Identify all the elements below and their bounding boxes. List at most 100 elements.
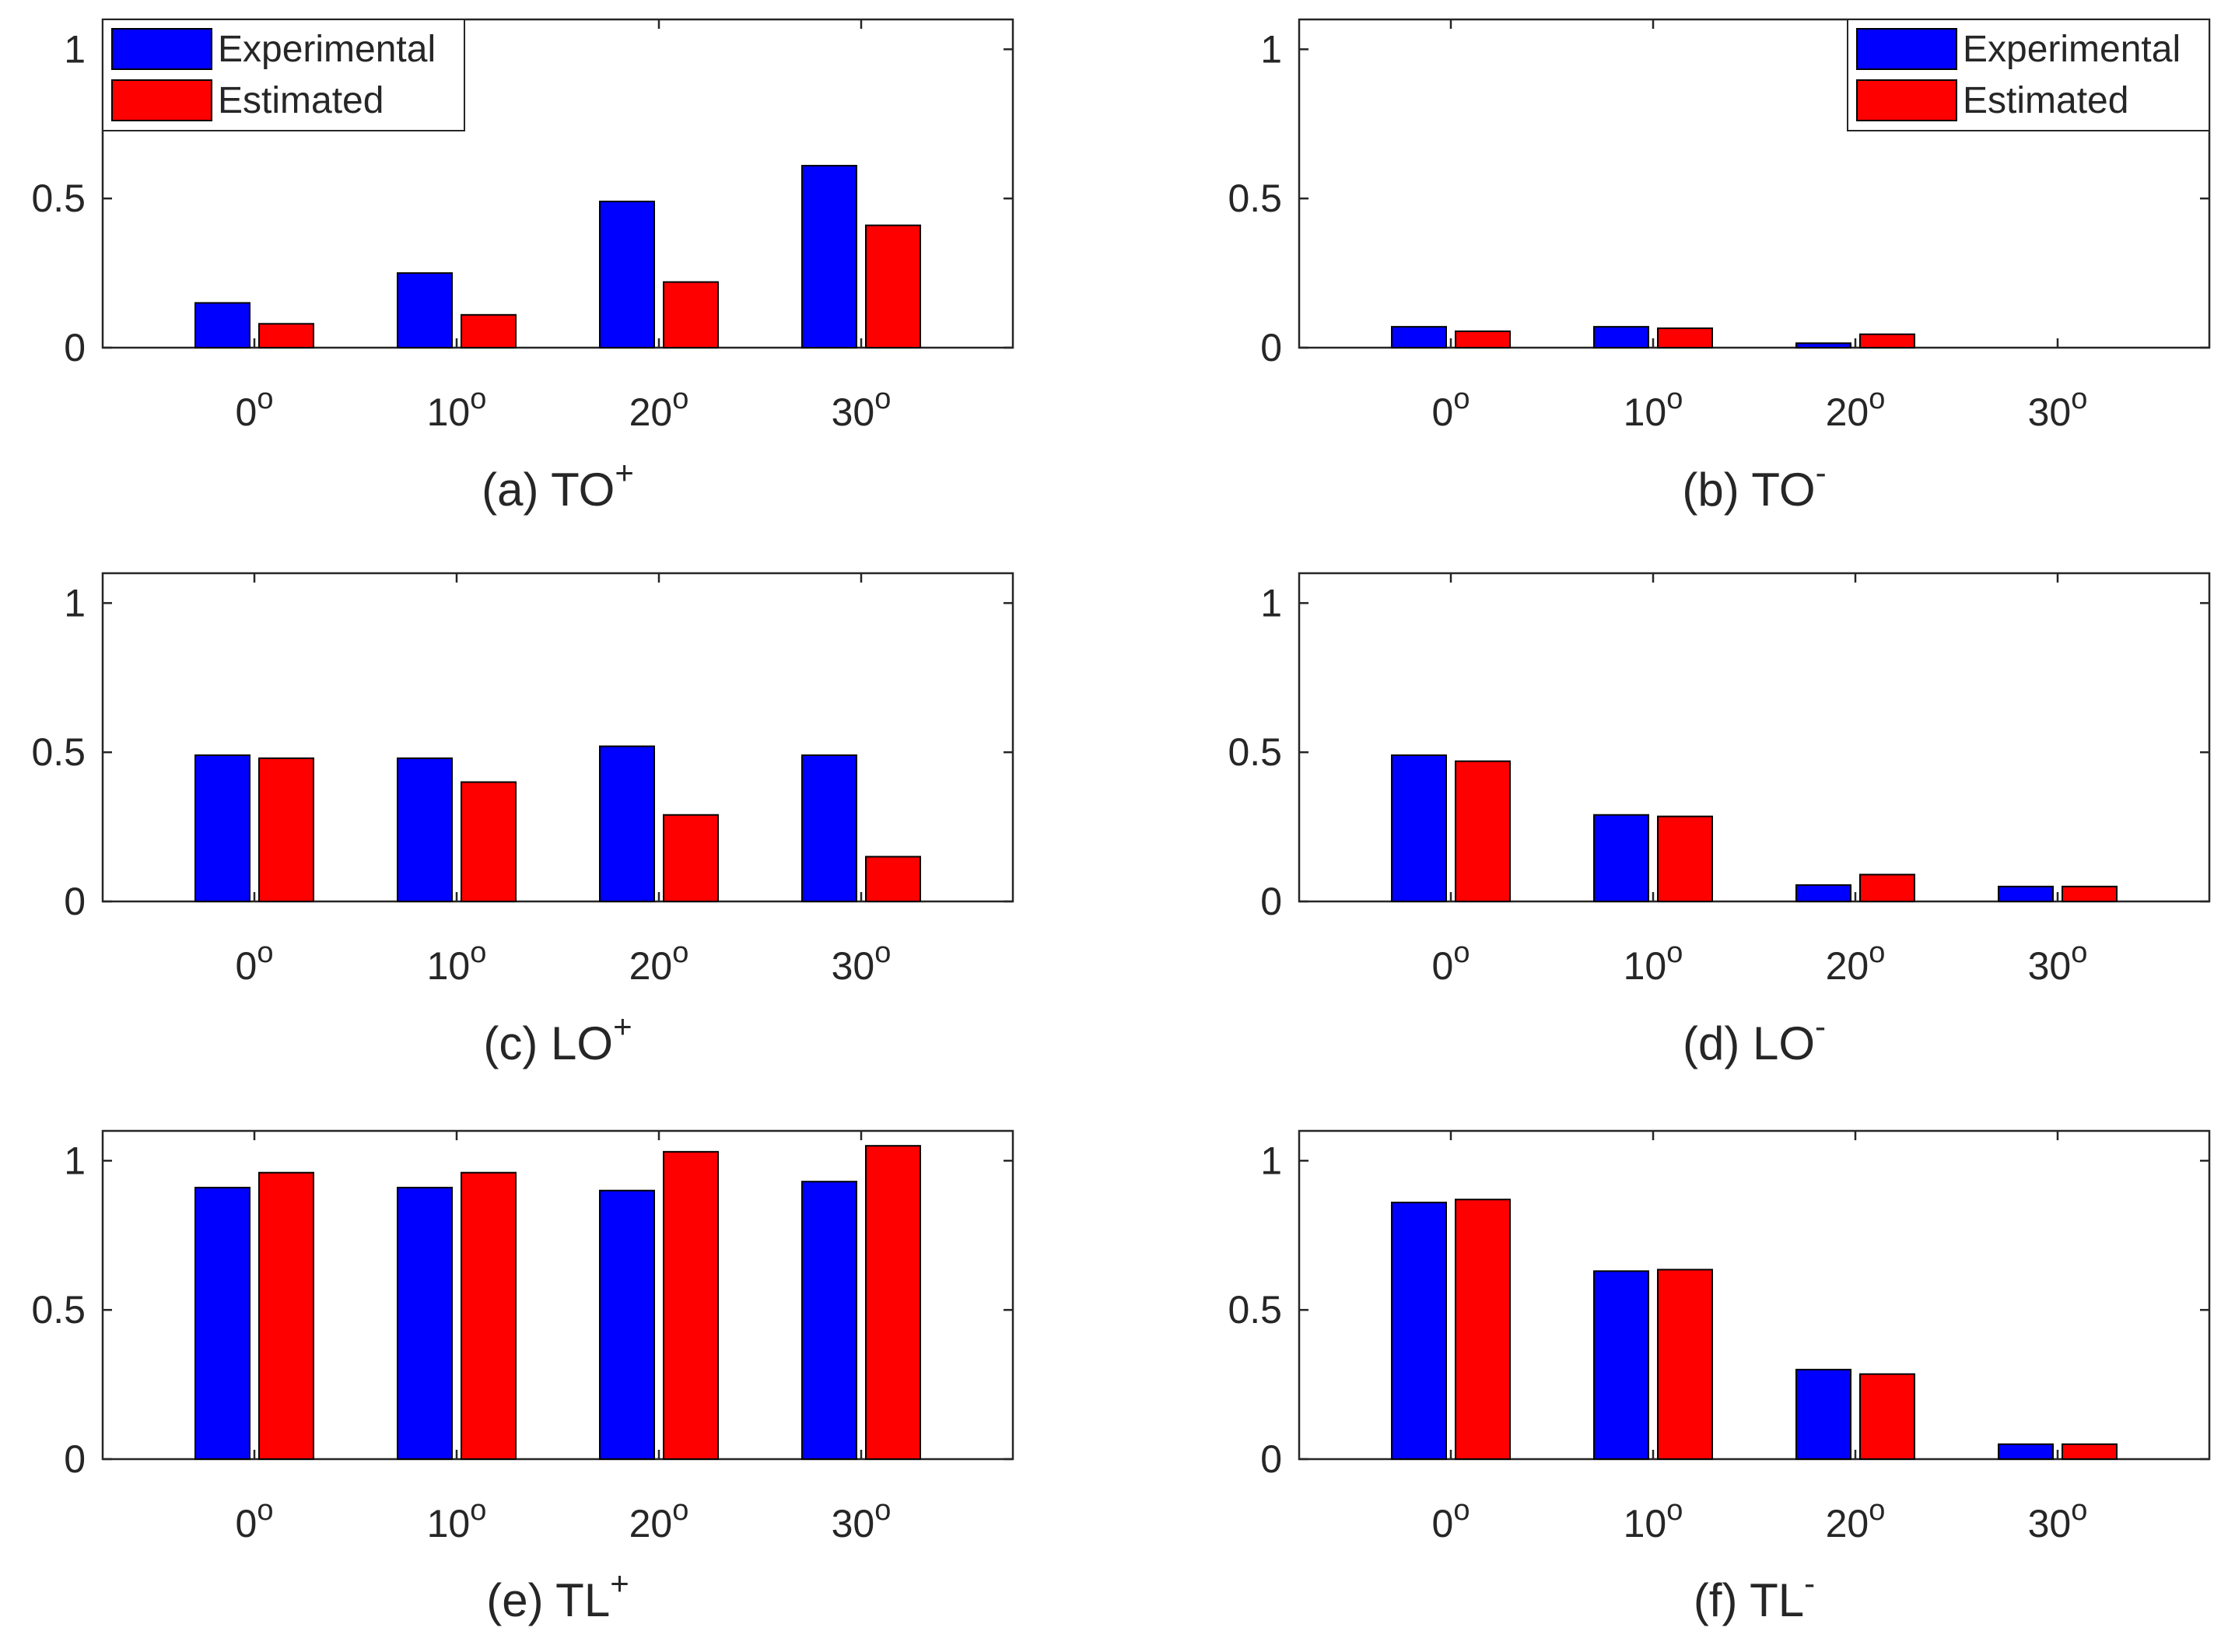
y-tick-label: 0 [1260,1437,1282,1481]
y-tick-label: 1 [64,1139,86,1182]
x-tick-label: 10o [427,1494,487,1545]
x-tick-label: 0o [236,936,274,988]
x-tick-label: 0o [1432,1494,1470,1545]
legend-swatch-experimental [111,28,212,70]
x-tick-label: 0o [1432,936,1470,988]
bar-experimental-30 [801,1181,857,1460]
bar-estimated-30 [865,1145,921,1460]
bar-experimental-0 [1391,1202,1447,1461]
y-tick-label: 1 [64,27,86,71]
bar-estimated-30 [2062,1443,2118,1461]
bar-estimated-20 [1859,873,1915,903]
bar-estimated-10 [461,1171,517,1461]
panel-caption: (e) TL+ [486,1565,629,1626]
x-tick-label: 20o [1826,936,1886,988]
y-tick-label: 0 [1260,326,1282,369]
axes-box [101,572,1014,903]
legend-swatch-estimated [1856,79,1957,121]
y-tick-label: 0.5 [1228,1288,1282,1332]
bar-experimental-0 [194,302,250,349]
bar-estimated-30 [865,856,921,903]
panel-caption: (f) TL- [1694,1565,1815,1626]
bar-experimental-20 [599,1189,655,1461]
bar-experimental-10 [397,1186,453,1460]
legend-swatch-experimental [1856,28,1957,70]
legend-label-estimated: Estimated [218,80,384,121]
bar-experimental-20 [599,201,655,348]
legend-label-experimental: Experimental [1963,29,2181,70]
bar-experimental-0 [194,754,250,902]
y-tick-label: 1 [1260,1139,1282,1182]
y-tick-label: 0 [64,326,86,369]
x-tick-label: 10o [1624,936,1683,988]
bar-experimental-20 [1795,884,1851,903]
bar-experimental-20 [599,745,655,902]
bar-experimental-10 [1593,814,1649,903]
y-tick-label: 0 [64,880,86,923]
bar-experimental-0 [1391,326,1447,348]
x-tick-label: 0o [1432,383,1470,434]
panel-caption: (b) TO- [1682,454,1826,516]
legend: Experimental Estimated [102,19,465,131]
bar-estimated-20 [663,814,719,903]
y-tick-label: 1 [1260,581,1282,625]
bar-estimated-20 [663,1150,719,1460]
legend-label-experimental: Experimental [218,29,436,70]
y-tick-label: 1 [1260,27,1282,71]
bar-experimental-20 [1795,342,1851,348]
y-tick-label: 1 [64,581,86,625]
bar-estimated-0 [1455,330,1511,348]
y-tick-label: 0.5 [1228,177,1282,220]
panel-caption: (c) LO+ [483,1008,632,1069]
y-tick-label: 0.5 [1228,730,1282,774]
bar-experimental-10 [1593,1270,1649,1460]
y-tick-label: 0.5 [31,1288,86,1332]
x-tick-label: 30o [832,936,892,988]
bar-estimated-0 [258,757,314,903]
bar-estimated-0 [1455,760,1511,903]
bar-estimated-30 [865,224,921,348]
x-tick-label: 20o [629,936,689,988]
bar-estimated-0 [258,323,314,348]
legend: Experimental Estimated [1847,19,2210,131]
axes-box [1298,572,2211,903]
x-tick-label: 30o [832,383,892,434]
bar-experimental-10 [397,757,453,903]
x-tick-label: 20o [629,1494,689,1545]
bar-estimated-20 [1859,1373,1915,1461]
bar-experimental-20 [1795,1368,1851,1460]
x-tick-label: 10o [1624,1494,1683,1545]
bar-estimated-10 [1657,815,1713,903]
bar-experimental-30 [801,754,857,902]
bar-estimated-20 [1859,333,1915,348]
y-tick-label: 0.5 [31,177,86,220]
axes-box [101,1129,1014,1461]
x-tick-label: 20o [1826,383,1886,434]
bar-estimated-10 [1657,1269,1713,1460]
bar-estimated-0 [258,1171,314,1461]
legend-label-estimated: Estimated [1963,80,2128,121]
bar-experimental-10 [1593,326,1649,348]
legend-swatch-estimated [111,79,212,121]
bar-estimated-10 [461,313,517,348]
axes-box [1298,1129,2211,1461]
y-tick-label: 0 [64,1437,86,1481]
bar-estimated-30 [2062,885,2118,903]
bar-experimental-30 [1998,885,2054,903]
bar-experimental-0 [194,1186,250,1460]
panel-caption: (a) TO+ [482,454,634,516]
x-tick-label: 30o [2028,936,2088,988]
y-tick-label: 0.5 [31,730,86,774]
x-tick-label: 0o [236,383,274,434]
bar-estimated-10 [1657,327,1713,348]
x-tick-label: 20o [629,383,689,434]
bar-experimental-0 [1391,754,1447,902]
x-tick-label: 30o [832,1494,892,1545]
x-tick-label: 10o [427,383,487,434]
bar-estimated-0 [1455,1199,1511,1460]
